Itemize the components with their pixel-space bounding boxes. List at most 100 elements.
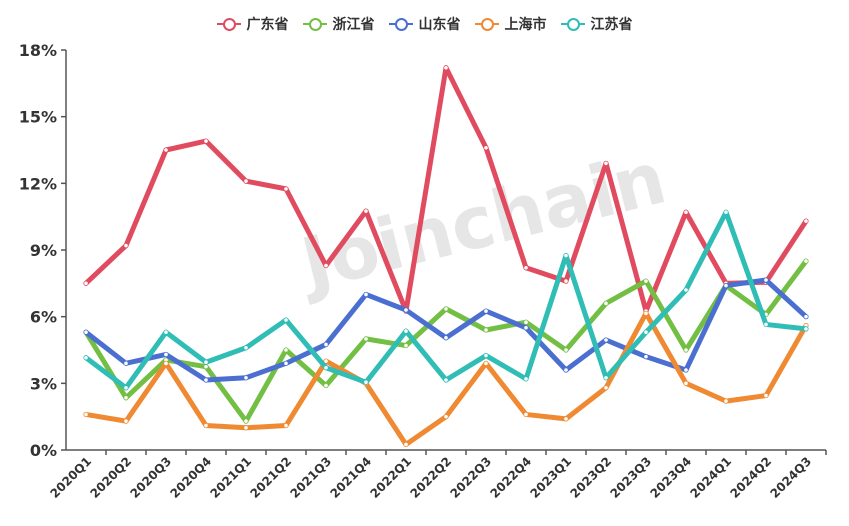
legend-circle-icon — [388, 17, 413, 31]
data-point[interactable] — [483, 360, 489, 366]
data-point[interactable] — [443, 306, 449, 312]
legend-item[interactable]: 广东省 — [216, 14, 289, 34]
data-point[interactable] — [603, 385, 609, 391]
data-point[interactable] — [163, 351, 169, 358]
data-point[interactable] — [763, 321, 769, 328]
data-point[interactable] — [643, 278, 649, 284]
legend-item[interactable]: 江苏省 — [560, 14, 633, 34]
data-point[interactable] — [403, 307, 409, 313]
data-point[interactable] — [723, 209, 729, 215]
legend-circle-icon — [302, 17, 327, 31]
x-tick-label: 2021Q4 — [327, 454, 374, 501]
data-point[interactable] — [243, 178, 249, 184]
data-point[interactable] — [523, 325, 529, 331]
data-point[interactable] — [123, 395, 129, 401]
data-point[interactable] — [523, 319, 529, 325]
data-point[interactable] — [243, 425, 249, 431]
legend-item[interactable]: 山东省 — [388, 14, 461, 34]
data-point[interactable] — [243, 345, 249, 351]
data-point[interactable] — [763, 277, 769, 283]
data-point[interactable] — [683, 347, 689, 353]
data-point[interactable] — [283, 360, 289, 366]
legend-label: 山东省 — [418, 17, 461, 33]
data-point[interactable] — [483, 327, 489, 333]
data-point[interactable] — [603, 160, 609, 166]
data-point[interactable] — [443, 377, 449, 383]
data-point[interactable] — [123, 385, 129, 391]
legend-item[interactable]: 上海市 — [474, 14, 547, 34]
data-point[interactable] — [483, 352, 489, 359]
data-point[interactable] — [323, 358, 329, 364]
x-tick-label: 2024Q1 — [687, 454, 734, 501]
y-tick-label: 12% — [19, 174, 57, 193]
data-point[interactable] — [603, 375, 609, 381]
data-point[interactable] — [363, 379, 369, 385]
data-point[interactable] — [803, 314, 809, 320]
data-point[interactable] — [203, 377, 209, 383]
data-point[interactable] — [643, 354, 649, 360]
data-point[interactable] — [483, 308, 489, 314]
y-tick-label: 0% — [30, 441, 57, 460]
data-point[interactable] — [763, 392, 769, 399]
data-point[interactable] — [563, 252, 569, 259]
data-point[interactable] — [283, 317, 289, 323]
data-point[interactable] — [603, 337, 609, 343]
data-point[interactable] — [203, 138, 209, 144]
data-point[interactable] — [363, 291, 369, 298]
data-point[interactable] — [123, 360, 129, 366]
data-point[interactable] — [443, 65, 449, 71]
data-point[interactable] — [83, 411, 89, 418]
data-point[interactable] — [603, 300, 609, 306]
y-tick-label: 3% — [30, 374, 57, 393]
x-tick-label: 2021Q2 — [247, 454, 294, 501]
data-point[interactable] — [643, 329, 649, 335]
x-tick-label: 2024Q2 — [727, 454, 774, 501]
data-point[interactable] — [363, 336, 369, 342]
data-point[interactable] — [323, 365, 329, 371]
data-point[interactable] — [683, 380, 689, 386]
data-point[interactable] — [163, 360, 169, 366]
data-point[interactable] — [283, 347, 289, 353]
data-point[interactable] — [83, 280, 89, 286]
data-point[interactable] — [83, 355, 89, 361]
data-point[interactable] — [803, 218, 809, 224]
data-point[interactable] — [723, 398, 729, 404]
data-point[interactable] — [203, 359, 209, 365]
data-point[interactable] — [683, 209, 689, 215]
data-point[interactable] — [283, 186, 289, 192]
data-point[interactable] — [563, 416, 569, 422]
data-point[interactable] — [683, 287, 689, 293]
data-point[interactable] — [123, 418, 129, 424]
data-point[interactable] — [283, 422, 289, 429]
data-point[interactable] — [563, 278, 569, 284]
data-point[interactable] — [243, 418, 249, 424]
data-point[interactable] — [523, 265, 529, 271]
data-point[interactable] — [203, 364, 209, 370]
data-point[interactable] — [723, 282, 729, 289]
data-point[interactable] — [563, 367, 569, 373]
data-point[interactable] — [643, 310, 649, 316]
data-point[interactable] — [323, 382, 329, 389]
data-point[interactable] — [683, 367, 689, 373]
legend-item[interactable]: 浙江省 — [302, 14, 375, 34]
data-point[interactable] — [363, 208, 369, 214]
data-point[interactable] — [243, 375, 249, 381]
data-point[interactable] — [163, 329, 169, 335]
data-point[interactable] — [403, 441, 409, 448]
data-point[interactable] — [443, 335, 449, 341]
data-point[interactable] — [523, 411, 529, 418]
data-point[interactable] — [83, 329, 89, 335]
data-point[interactable] — [443, 414, 449, 420]
data-point[interactable] — [803, 258, 809, 264]
data-point[interactable] — [163, 147, 169, 153]
data-point[interactable] — [403, 328, 409, 334]
data-point[interactable] — [203, 422, 209, 429]
data-point[interactable] — [123, 242, 129, 249]
data-point[interactable] — [323, 262, 329, 269]
data-point[interactable] — [403, 342, 409, 349]
data-point[interactable] — [483, 145, 489, 151]
data-point[interactable] — [523, 376, 529, 382]
data-point[interactable] — [563, 347, 569, 353]
data-point[interactable] — [323, 341, 329, 348]
data-point[interactable] — [803, 326, 809, 332]
